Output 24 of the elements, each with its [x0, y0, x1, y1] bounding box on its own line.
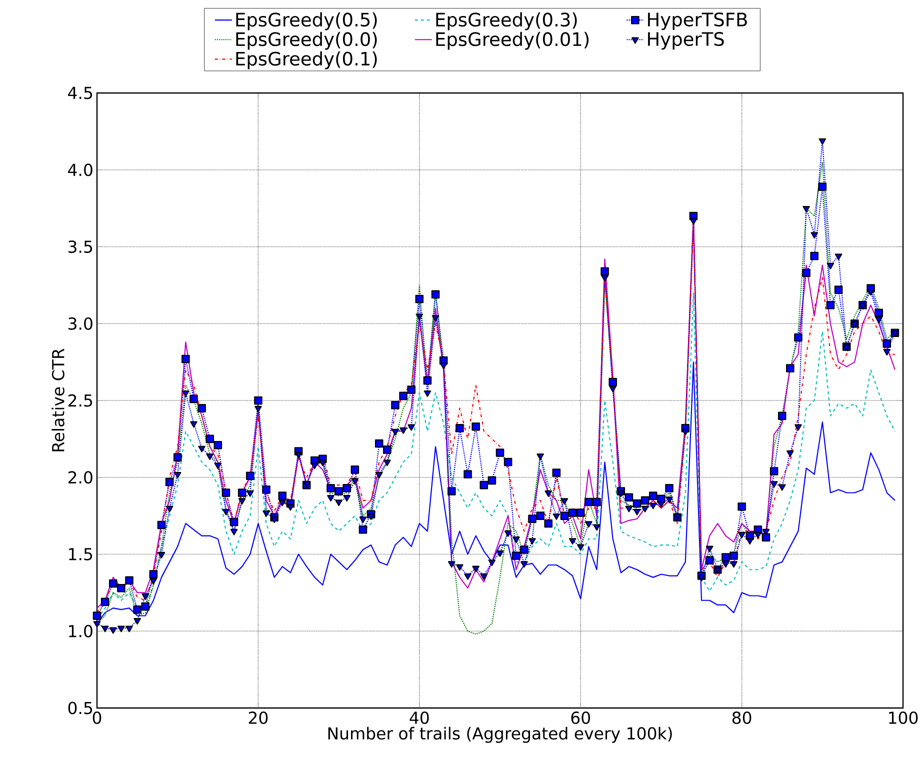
y-tick-label: 4.0 [68, 164, 92, 176]
x-tick-label: 60 [571, 712, 590, 724]
y-tick-label: 3.5 [68, 240, 92, 253]
y-tick-label: 1.5 [69, 548, 92, 560]
legend-label: EpsGreedy(0.5) [236, 12, 377, 30]
y-tick-label: 2.0 [68, 471, 92, 484]
y-tick-label: 3.0 [68, 317, 92, 330]
y-tick-label: 0.5 [68, 702, 92, 714]
legend-label: EpsGreedy(0.1) [236, 51, 377, 70]
legend-label: HyperTSFB [648, 12, 747, 30]
y-axis-title: Relative CTR [52, 348, 64, 452]
y-tick-label: 2.5 [68, 394, 92, 407]
x-tick-label: 80 [732, 712, 752, 724]
legend-label: EpsGreedy(0.01) [436, 32, 589, 50]
legend-label: EpsGreedy(0.0) [236, 32, 377, 50]
legend-label: HyperTS [648, 32, 724, 50]
x-tick-label: 20 [248, 712, 268, 724]
y-tick-label: 4.5 [68, 86, 92, 100]
x-tick-label: 100 [889, 712, 918, 724]
x-tick-label: 40 [410, 712, 429, 724]
x-axis-title: Number of trails (Aggregated every 100k) [328, 726, 672, 743]
legend-label: EpsGreedy(0.3) [436, 12, 577, 30]
y-tick-label: 1.0 [69, 624, 92, 638]
x-tick-label: 0 [92, 712, 102, 724]
